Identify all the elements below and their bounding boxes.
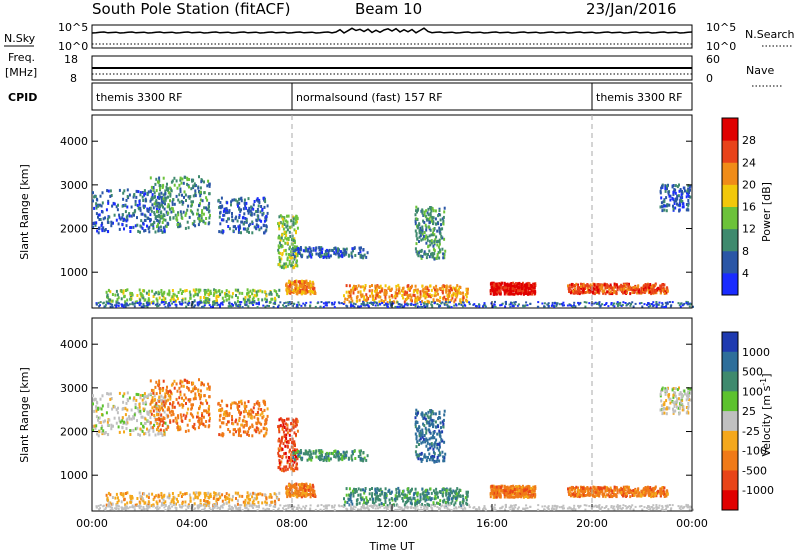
nsky-tick-low: 10^0 <box>58 40 88 53</box>
colorbar-swatch <box>722 332 738 353</box>
nsky-trace <box>91 27 693 34</box>
x-axis: 00:00 04:00 08:00 12:00 16:00 20:00 00:00 <box>76 115 708 530</box>
colorbar-swatch <box>722 162 738 185</box>
x-tick-label: 12:00 <box>376 517 408 530</box>
velocity-cb-tick: -100 <box>742 445 767 458</box>
colorbar-swatch <box>722 450 738 471</box>
freq-tick-high: 18 <box>64 53 78 66</box>
y-tick-label: 3000 <box>60 382 88 395</box>
velocity-data <box>92 378 694 512</box>
power-data <box>92 175 694 309</box>
colorbar-swatch <box>722 470 738 491</box>
x-tick-label: 20:00 <box>576 517 608 530</box>
power-cb-tick: 12 <box>742 223 756 236</box>
y-tick-label: 4000 <box>60 338 88 351</box>
x-tick-label: 08:00 <box>276 517 308 530</box>
date-label: 23/Jan/2016 <box>586 0 677 18</box>
nave-tick-high: 60 <box>706 53 720 66</box>
colorbar-swatch <box>722 206 738 230</box>
velocity-cb-tick: 100 <box>742 385 763 398</box>
colorbar-swatch <box>722 118 738 141</box>
colorbar-swatch <box>722 371 738 392</box>
freq-tick-low: 8 <box>70 72 77 85</box>
velocity-panel: 1000 2000 3000 4000 Slant Range [km] 1000 50… <box>18 317 774 512</box>
y-tick-label: 3000 <box>60 179 88 192</box>
cpid-segment-2: themis 3300 RF <box>596 91 683 104</box>
nsky-panel: N.Sky 10^5 10^0 10^5 10^0 N.Search <box>4 21 795 53</box>
nave-tick-low: 0 <box>706 72 713 85</box>
power-cb-tick: 24 <box>742 156 756 169</box>
freq-unit: [MHz] <box>5 66 37 79</box>
power-panel: 1000 2000 3000 4000 Slant Range [km] 4 8 12 16… <box>18 114 773 309</box>
velocity-cb-tick: 25 <box>742 405 756 418</box>
nsky-label: N.Sky <box>4 32 36 45</box>
colorbar-swatch <box>722 272 738 296</box>
y-tick-label: 4000 <box>60 135 88 148</box>
x-tick-label: 00:00 <box>676 517 708 530</box>
cpid-segment-0: themis 3300 RF <box>96 91 183 104</box>
y-tick-label: 1000 <box>60 266 88 279</box>
nsearch-tick-low: 10^0 <box>706 40 736 53</box>
colorbar-swatch <box>722 391 738 412</box>
nsky-tick-high: 10^5 <box>58 21 88 34</box>
x-axis-label: Time UT <box>368 540 414 553</box>
colorbar-swatch <box>722 228 738 252</box>
velocity-ylabel: Slant Range [km] <box>18 367 31 463</box>
colorbar-swatch <box>722 490 738 511</box>
freq-label: Freq. <box>8 51 35 64</box>
nave-label: Nave <box>746 64 774 77</box>
power-cb-tick: 8 <box>742 245 749 258</box>
x-tick-label: 00:00 <box>76 517 108 530</box>
colorbar-swatch <box>722 351 738 373</box>
y-tick-label: 2000 <box>60 223 88 236</box>
power-cb-tick: 20 <box>742 178 756 191</box>
velocity-colorbar-label: Velocity [m s-1] <box>759 373 773 456</box>
power-ylabel: Slant Range [km] <box>18 164 31 260</box>
cpid-panel: CPID themis 3300 RF normalsound (fast) 15… <box>8 82 693 111</box>
velocity-cb-tick: -500 <box>742 464 767 477</box>
power-colorbar: 4 8 12 16 20 24 28 <box>721 117 756 296</box>
velocity-cb-tick: 500 <box>742 366 763 379</box>
velocity-cb-tick: 1000 <box>742 346 770 359</box>
power-cb-tick: 16 <box>742 201 756 214</box>
y-tick-label: 2000 <box>60 426 88 439</box>
nsearch-tick-high: 10^5 <box>706 21 736 34</box>
colorbar-swatch <box>722 250 738 274</box>
velocity-cb-tick: -1000 <box>742 484 774 497</box>
beam-label: Beam 10 <box>355 0 422 18</box>
freq-panel: Freq. [MHz] 18 8 60 0 Nave <box>5 51 782 87</box>
power-cb-tick: 28 <box>742 134 756 147</box>
colorbar-swatch <box>722 430 738 452</box>
y-tick-label: 1000 <box>60 469 88 482</box>
power-colorbar-label: Power [dB] <box>760 182 773 242</box>
velocity-colorbar: 1000 500 100 25 -25 -100 -500 -1000 <box>721 331 774 511</box>
x-tick-label: 04:00 <box>176 517 208 530</box>
x-tick-label: 16:00 <box>476 517 508 530</box>
colorbar-swatch <box>722 411 738 432</box>
colorbar-swatch <box>722 184 738 207</box>
cpid-label: CPID <box>8 91 37 104</box>
cpid-segment-1: normalsound (fast) 157 RF <box>296 91 443 104</box>
colorbar-swatch <box>722 140 738 163</box>
velocity-cb-tick: -25 <box>742 425 760 438</box>
station-title: South Pole Station (fitACF) <box>92 0 290 18</box>
power-cb-tick: 4 <box>742 267 749 280</box>
nsearch-label: N.Search <box>745 28 795 41</box>
